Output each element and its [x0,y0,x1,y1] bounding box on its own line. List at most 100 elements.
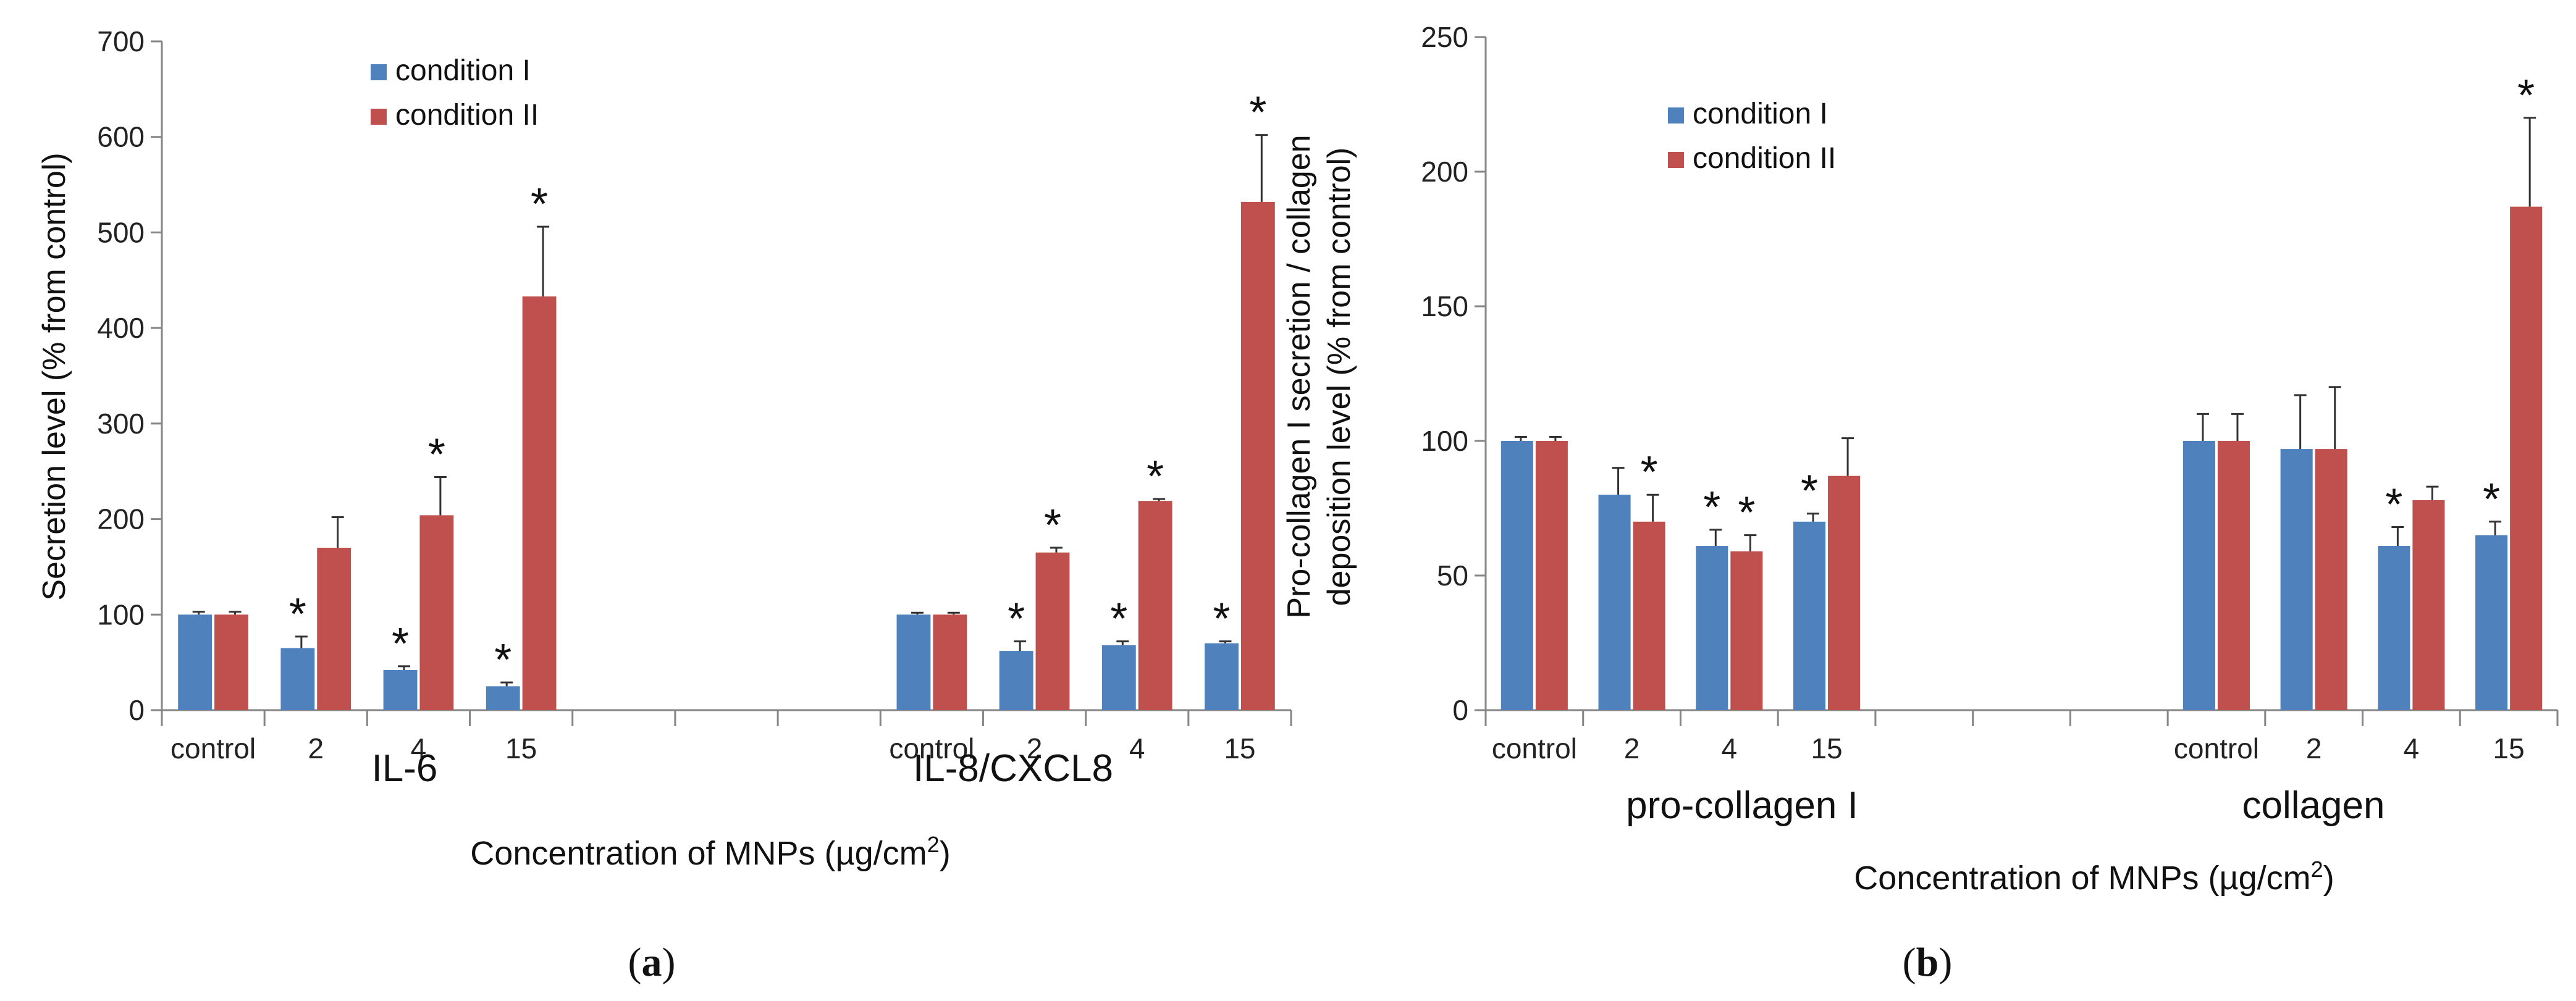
group-label: IL-8/CXCL8 [913,747,1113,790]
significance-marker: * [2483,475,2500,524]
bar-pro-collagen-i-control-condition-i [1501,441,1533,710]
y-tick-label: 0 [1452,694,1468,726]
significance-marker: * [2517,71,2535,120]
bar-il-6-4-condition-i [383,670,418,710]
bar-collagen-2-condition-i [2280,449,2313,710]
significance-marker: * [289,590,306,639]
y-axis-title: Pro-collagen I secretion / collagen [1281,135,1317,618]
x-tick-label: control [889,732,974,764]
x-tick-label: 15 [1811,732,1842,764]
bar-il-8-cxcl8-control-condition-i [896,614,931,710]
significance-marker: * [1801,467,1818,516]
y-tick-label: 600 [97,121,145,153]
x-tick-label: 15 [2493,732,2525,764]
significance-marker: * [1147,452,1164,501]
significance-marker: * [1738,488,1755,538]
y-tick-label: 150 [1421,290,1468,322]
y-tick-label: 100 [1421,425,1468,457]
y-axis-title: Secretion level (% from control) [36,153,72,600]
chart-panel-b: 0 50 100 150 200 250 control 2 * 4 * * 15 * pro-collag… [1281,21,2559,985]
x-tick-label: 2 [2306,732,2322,764]
bar-collagen-15-condition-i [2475,535,2508,710]
chart-panel-a: 0 100 200 300 400 500 600 700 control 2 * 4 * * 15 * * IL… [36,25,1292,985]
significance-marker: * [494,635,511,685]
significance-marker: * [428,430,445,479]
bar-il-8-cxcl8-15-condition-i [1205,643,1239,710]
y-tick-label: 400 [97,312,145,344]
bar-collagen-control-condition-i [2182,441,2215,710]
significance-marker: * [1110,595,1127,644]
significance-marker: * [1703,483,1720,532]
significance-marker: * [1641,448,1658,497]
significance-marker: * [531,180,548,229]
panel-label: (b) [1903,940,1953,985]
legend-swatch [371,64,387,80]
x-tick-label: control [1492,732,1577,764]
bar-il-8-cxcl8-control-condition-ii [933,614,967,710]
significance-marker: * [1008,595,1025,644]
group-label: pro-collagen I [1626,784,1858,827]
bar-pro-collagen-i-15-condition-i [1793,521,1826,710]
x-axis-title: Concentration of MNPs (µg/cm2) [470,832,950,872]
y-tick-label: 0 [128,694,145,726]
bar-il-6-control-condition-ii [214,614,248,710]
x-tick-label: 4 [1722,732,1738,764]
bar-il-8-cxcl8-2-condition-i [999,651,1033,710]
legend-label: condition II [1693,142,1836,175]
bar-il-8-cxcl8-15-condition-ii [1240,201,1275,710]
y-tick-label: 200 [1421,156,1468,188]
bar-collagen-2-condition-ii [2315,449,2347,710]
x-tick-label: control [2174,732,2259,764]
y-tick-label: 200 [97,503,145,535]
bar-pro-collagen-i-2-condition-ii [1633,521,1665,710]
y-tick-label: 300 [97,408,145,440]
x-tick-label: 2 [1624,732,1640,764]
bar-pro-collagen-i-4-condition-i [1696,546,1728,710]
y-tick-label: 700 [97,25,145,57]
bar-il-6-control-condition-i [178,614,213,710]
bar-il-6-2-condition-i [280,648,315,710]
y-tick-label: 250 [1421,21,1468,53]
x-tick-label: 4 [1129,732,1145,764]
panel-label: (a) [628,940,676,985]
bar-il-6-2-condition-ii [317,547,351,710]
y-axis-title-line2: deposition level (% from control) [1321,148,1357,606]
legend-label: condition I [395,54,531,87]
legend-label: condition I [1693,98,1828,130]
x-tick-label: 2 [1027,732,1043,764]
y-tick-label: 500 [97,216,145,248]
significance-marker: * [392,619,409,669]
bar-collagen-4-condition-ii [2412,500,2445,710]
bar-il-6-15-condition-ii [522,296,557,710]
group-label: collagen [2242,784,2385,827]
bar-collagen-control-condition-ii [2217,441,2250,710]
significance-marker: * [2385,480,2402,530]
bar-pro-collagen-i-15-condition-ii [1828,475,1861,710]
significance-marker: * [1213,595,1230,644]
significance-marker: * [1249,88,1266,138]
bar-il-6-4-condition-ii [419,515,454,710]
group-label: IL-6 [372,747,438,790]
y-tick-label: 100 [97,598,145,630]
bar-pro-collagen-i-4-condition-ii [1730,551,1763,710]
bar-il-8-cxcl8-4-condition-ii [1138,501,1172,710]
significance-marker: * [1044,501,1061,550]
bar-il-6-15-condition-i [486,686,520,710]
legend-swatch [1668,107,1684,124]
x-tick-label: control [170,732,256,764]
x-tick-label: 15 [505,732,537,764]
x-tick-label: 4 [2404,732,2420,764]
legend-swatch [371,109,387,125]
legend-label: condition II [395,99,539,132]
x-tick-label: 4 [411,732,427,764]
bar-collagen-15-condition-ii [2510,206,2543,710]
x-tick-label: 15 [1224,732,1255,764]
bar-collagen-4-condition-i [2378,546,2410,710]
x-axis-title: Concentration of MNPs (µg/cm2) [1854,857,2334,897]
x-tick-label: 2 [308,732,324,764]
bar-pro-collagen-i-control-condition-ii [1535,441,1568,710]
y-tick-label: 50 [1437,559,1468,592]
bar-il-8-cxcl8-4-condition-i [1101,645,1136,710]
legend-swatch [1668,152,1684,168]
